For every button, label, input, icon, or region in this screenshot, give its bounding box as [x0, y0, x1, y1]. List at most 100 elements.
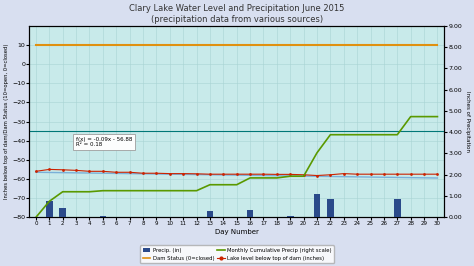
- Dam Status (0=closed): [287, 43, 293, 47]
- Dam Status (0=closed): [368, 43, 374, 47]
- Lake level below top of dam (inches): [60, 168, 65, 171]
- Dam Status (0=closed): [46, 43, 52, 47]
- Monthly Cumulative Precip (right scale): [73, 190, 79, 193]
- Dam Status (0=closed): [73, 43, 79, 47]
- Lake level below top of dam (inches): [287, 173, 293, 176]
- Lake level below top of dam (inches): [341, 172, 346, 175]
- X-axis label: Day Number: Day Number: [215, 229, 259, 235]
- Legend: Precip. (in), Dam Status (0=closed), Monthly Cumulative Precip (right scale), La: Precip. (in), Dam Status (0=closed), Mon…: [140, 246, 334, 263]
- Monthly Cumulative Precip (right scale): [341, 133, 346, 136]
- Dam Status (0=closed): [394, 43, 400, 47]
- Dam Status (0=closed): [220, 43, 226, 47]
- Dam Status (0=closed): [341, 43, 346, 47]
- Dam Status (0=closed): [234, 43, 239, 47]
- Monthly Cumulative Precip (right scale): [435, 115, 440, 118]
- Monthly Cumulative Precip (right scale): [354, 133, 360, 136]
- Monthly Cumulative Precip (right scale): [46, 200, 52, 203]
- Dam Status (0=closed): [207, 43, 213, 47]
- Dam Status (0=closed): [261, 43, 266, 47]
- Bar: [394, 199, 401, 217]
- Monthly Cumulative Precip (right scale): [33, 216, 39, 219]
- Lake level below top of dam (inches): [73, 169, 79, 172]
- Monthly Cumulative Precip (right scale): [274, 176, 280, 180]
- Monthly Cumulative Precip (right scale): [127, 189, 132, 192]
- Lake level below top of dam (inches): [247, 173, 253, 176]
- Lake level below top of dam (inches): [127, 171, 132, 174]
- Monthly Cumulative Precip (right scale): [261, 176, 266, 180]
- Line: Monthly Cumulative Precip (right scale): Monthly Cumulative Precip (right scale): [36, 117, 438, 217]
- Monthly Cumulative Precip (right scale): [140, 189, 146, 192]
- Dam Status (0=closed): [381, 43, 387, 47]
- Dam Status (0=closed): [140, 43, 146, 47]
- Lake level below top of dam (inches): [33, 170, 39, 173]
- Dam Status (0=closed): [435, 43, 440, 47]
- Monthly Cumulative Precip (right scale): [234, 183, 239, 186]
- Lake level below top of dam (inches): [408, 173, 413, 176]
- Title: Clary Lake Water Level and Precipitation June 2015
(precipitation data from vari: Clary Lake Water Level and Precipitation…: [129, 4, 345, 24]
- Dam Status (0=closed): [194, 43, 200, 47]
- Monthly Cumulative Precip (right scale): [194, 189, 200, 192]
- Lake level below top of dam (inches): [194, 172, 200, 175]
- Dam Status (0=closed): [127, 43, 132, 47]
- Monthly Cumulative Precip (right scale): [247, 176, 253, 180]
- Lake level below top of dam (inches): [435, 173, 440, 176]
- Lake level below top of dam (inches): [220, 173, 226, 176]
- Dam Status (0=closed): [33, 43, 39, 47]
- Dam Status (0=closed): [87, 43, 92, 47]
- Dam Status (0=closed): [354, 43, 360, 47]
- Lake level below top of dam (inches): [100, 170, 106, 173]
- Dam Status (0=closed): [421, 43, 427, 47]
- Lake level below top of dam (inches): [140, 172, 146, 175]
- Monthly Cumulative Precip (right scale): [207, 183, 213, 186]
- Bar: [46, 201, 53, 217]
- Monthly Cumulative Precip (right scale): [408, 115, 413, 118]
- Monthly Cumulative Precip (right scale): [314, 151, 320, 154]
- Lake level below top of dam (inches): [167, 172, 173, 175]
- Monthly Cumulative Precip (right scale): [381, 133, 387, 136]
- Monthly Cumulative Precip (right scale): [154, 189, 159, 192]
- Dam Status (0=closed): [328, 43, 333, 47]
- Dam Status (0=closed): [100, 43, 106, 47]
- Lake level below top of dam (inches): [421, 173, 427, 176]
- Monthly Cumulative Precip (right scale): [60, 190, 65, 193]
- Bar: [207, 211, 213, 217]
- Monthly Cumulative Precip (right scale): [100, 189, 106, 192]
- Bar: [100, 216, 106, 217]
- Monthly Cumulative Precip (right scale): [287, 174, 293, 178]
- Monthly Cumulative Precip (right scale): [301, 174, 307, 178]
- Monthly Cumulative Precip (right scale): [328, 133, 333, 136]
- Monthly Cumulative Precip (right scale): [220, 183, 226, 186]
- Bar: [287, 215, 293, 217]
- Bar: [314, 194, 320, 217]
- Monthly Cumulative Precip (right scale): [87, 190, 92, 193]
- Bar: [247, 210, 254, 217]
- Lake level below top of dam (inches): [207, 173, 213, 176]
- Dam Status (0=closed): [60, 43, 65, 47]
- Lake level below top of dam (inches): [154, 172, 159, 175]
- Monthly Cumulative Precip (right scale): [167, 189, 173, 192]
- Lake level below top of dam (inches): [368, 173, 374, 176]
- Lake level below top of dam (inches): [301, 173, 307, 176]
- Y-axis label: Inches below top of dam/Dam Status (10=open, 0=closed): Inches below top of dam/Dam Status (10=o…: [4, 44, 9, 199]
- Dam Status (0=closed): [167, 43, 173, 47]
- Lake level below top of dam (inches): [328, 173, 333, 176]
- Line: Lake level below top of dam (inches): Lake level below top of dam (inches): [35, 168, 439, 177]
- Lake level below top of dam (inches): [113, 171, 119, 174]
- Dam Status (0=closed): [180, 43, 186, 47]
- Monthly Cumulative Precip (right scale): [394, 133, 400, 136]
- Text: f(x) = -0.09x - 56.88
R² = 0.18: f(x) = -0.09x - 56.88 R² = 0.18: [76, 137, 132, 147]
- Lake level below top of dam (inches): [354, 173, 360, 176]
- Monthly Cumulative Precip (right scale): [113, 189, 119, 192]
- Lake level below top of dam (inches): [87, 170, 92, 173]
- Lake level below top of dam (inches): [314, 174, 320, 177]
- Dam Status (0=closed): [301, 43, 307, 47]
- Lake level below top of dam (inches): [394, 173, 400, 176]
- Dam Status (0=closed): [247, 43, 253, 47]
- Dam Status (0=closed): [314, 43, 320, 47]
- Lake level below top of dam (inches): [274, 173, 280, 176]
- Lake level below top of dam (inches): [261, 173, 266, 176]
- Dam Status (0=closed): [274, 43, 280, 47]
- Dam Status (0=closed): [154, 43, 159, 47]
- Lake level below top of dam (inches): [381, 173, 387, 176]
- Y-axis label: Inches of Precipitation: Inches of Precipitation: [465, 91, 470, 152]
